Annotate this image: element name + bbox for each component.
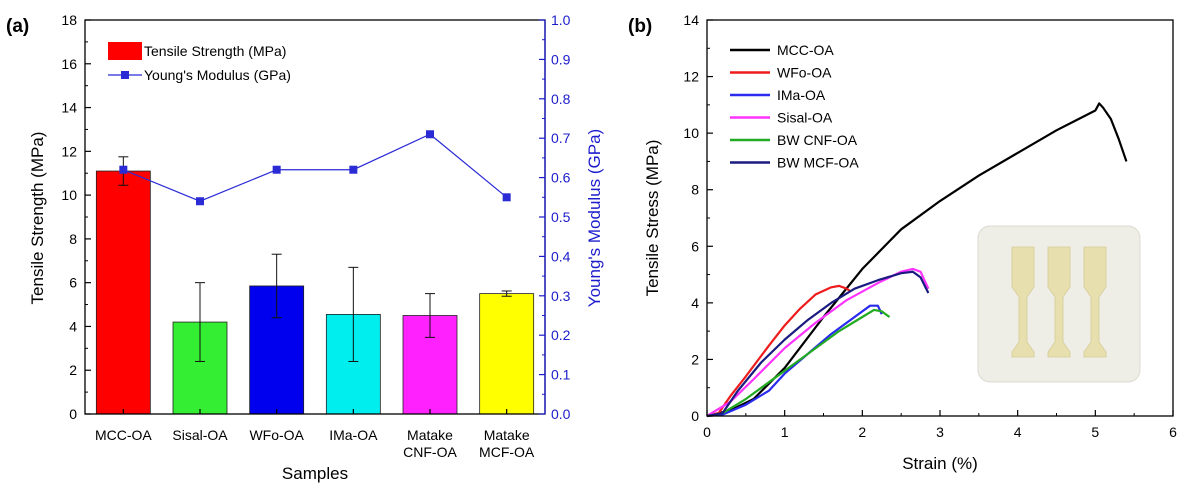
y2-tick-label: 1.0 [551,12,571,28]
panel-a-legend: Tensile Strength (MPa) Young's Modulus (… [108,42,291,83]
legend-label-youngs-modulus: Young's Modulus (GPa) [144,67,291,83]
x-tick-label: 0 [703,424,711,440]
x-tick-label: 2 [858,424,866,440]
y2-tick-label: 0.3 [551,288,571,304]
panel-a-label: (a) [6,16,29,37]
legend-label-tensile-strength: Tensile Strength (MPa) [144,43,286,59]
legend-marker-youngs-modulus [121,71,129,79]
y-tick-label: 10 [61,187,77,203]
y-tick-label: 0 [691,408,699,424]
legend-label-mcc-oa: MCC-OA [777,42,834,58]
modulus-point-wfo-oa [272,165,281,174]
panel-b-legend: MCC-OA WFo-OA IMa-OA Sisal-OA BW CNF-OA BW MC… [730,42,859,171]
modulus-point-matake-mcf-oa [502,193,511,202]
legend-label-bw-mcf-oa: BW MCF-OA [777,155,859,171]
panel-a-x-axis-title: Samples [282,464,348,483]
x-tick-label-matake-mcf-oa: Matake MCF-OA [479,427,535,460]
x-tick-label-matake-cnf-oa: Matake CNF-OA [403,427,457,460]
curve-bw-mcf-oa [706,270,930,418]
dogbone-specimen-2 [1047,246,1071,358]
bar-matake-mcf-oa [479,293,535,415]
y-tick-label: 6 [691,238,699,254]
y-tick-label: 14 [61,100,77,116]
modulus-point-ima-oa [349,165,358,174]
panel-a-y2-axis-title: Young's Modulus (GPa) [585,129,604,307]
y-tick-label: 12 [61,143,77,159]
x-tick-label: 3 [936,424,944,440]
y-tick-label: 8 [691,182,699,198]
curve-bw-cnf-oa [706,308,891,418]
x-tick-label: 6 [1169,424,1177,440]
y-tick-label: 10 [683,125,699,141]
legend-swatch-tensile-strength [108,42,142,60]
x-tick-label-mcc-oa: MCC-OA [95,427,152,443]
y-tick-label: 4 [691,295,699,311]
panel-a-bar-chart: (a) 0 2 4 6 8 10 12 14 16 18 0.0 0.1 0.2 0.3 0.4 0.5 0.… [6,12,604,483]
curve-wfo-oa [706,284,852,418]
modulus-point-sisal-oa [196,197,204,206]
y2-tick-label: 0.1 [551,367,571,383]
y-tick-label: 8 [69,231,77,247]
y-tick-label: 6 [69,275,77,291]
y2-tick-label: 0.6 [551,170,571,186]
y-tick-label: 2 [69,362,77,378]
y2-tick-label: 0.5 [551,209,571,225]
legend-label-ima-oa: IMa-OA [777,87,826,103]
y2-tick-label: 0.9 [551,51,571,67]
youngs-modulus-line [123,133,508,202]
y-tick-label: 14 [683,12,699,28]
legend-label-wfo-oa: WFo-OA [777,65,832,81]
x-tick-label: 5 [1091,424,1099,440]
panel-b-label: (b) [628,16,652,37]
y-tick-label: 16 [61,56,77,72]
dogbone-specimen-1 [1011,246,1035,358]
legend-label-bw-cnf-oa: BW CNF-OA [777,132,858,148]
y-tick-label: 18 [61,12,77,28]
x-tick-label-wfo-oa: WFo-OA [249,427,304,443]
specimen-photo-inset [977,225,1141,383]
y2-tick-label: 0.2 [551,327,571,343]
panel-b-y-axis-title: Tensile Stress (MPa) [643,140,662,297]
modulus-point-matake-cnf-oa [426,130,434,139]
x-tick-label: 4 [1014,424,1022,440]
y-tick-label: 4 [69,318,77,334]
y-tick-label: 0 [69,406,77,422]
x-tick-label-sisal-oa: Sisal-OA [172,427,228,443]
y2-tick-label: 0.8 [551,91,571,107]
panel-b-x-axis-title: Strain (%) [902,454,978,473]
panel-a-y-axis-title: Tensile Strength (MPa) [28,132,47,305]
y-tick-label: 2 [691,351,699,367]
modulus-point-mcc-oa [119,165,128,174]
x-tick-label: 1 [781,424,789,440]
y2-tick-label: 0.7 [551,130,571,146]
y-tick-label: 12 [683,69,699,85]
y2-tick-label: 0.4 [551,248,571,264]
bar-mcc-oa [95,170,151,415]
legend-label-sisal-oa: Sisal-OA [777,110,833,126]
curve-sisal-oa [706,267,930,417]
dogbone-specimen-3 [1083,246,1107,358]
y2-tick-label: 0.0 [551,406,571,422]
x-tick-label-ima-oa: IMa-OA [329,427,378,443]
